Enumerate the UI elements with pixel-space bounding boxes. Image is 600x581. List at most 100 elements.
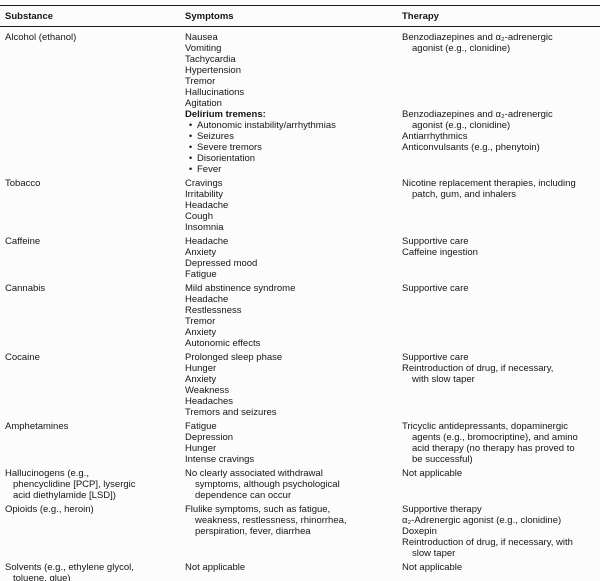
therapy-cell: Nicotine replacement therapies, includin… (398, 178, 600, 233)
symptom-item: Vomiting (185, 43, 398, 54)
substance-name: Amphetamines (5, 421, 180, 432)
text-line: agonist (e.g., clonidine) (412, 43, 511, 54)
symptom-item: Mild abstinence syndrome (185, 283, 398, 294)
symptom-item: Tachycardia (185, 54, 398, 65)
symptom-item: Anxiety (185, 327, 398, 338)
symptom-item: No clearly associated withdrawal symptoms… (185, 468, 398, 501)
therapy-item: Doxepin (402, 526, 598, 537)
symptom-item: Headache (185, 200, 398, 211)
therapy-item: Antiarrhythmics (402, 131, 598, 142)
therapy-item: Supportive therapy (402, 504, 598, 515)
text-line: Supportive care (402, 283, 469, 294)
text-line: Depressed mood (185, 258, 258, 269)
column-header-symptoms: Symptoms (185, 10, 234, 22)
symptom-item: Intense cravings (185, 454, 398, 465)
bullet-icon: • (188, 131, 193, 142)
text-line: • Fever (185, 164, 398, 175)
therapy-cell: Supportive care (398, 283, 600, 349)
symptom-item: • Seizures (185, 131, 398, 142)
symptom-item: • Autonomic instability/arrhythmias (185, 120, 398, 131)
substance-cell: Hallucinogens (e.g., phencyclidine [PCP],… (0, 468, 180, 501)
bullet-text: Severe tremors (197, 142, 262, 153)
text-line: • Autonomic instability/arrhythmias (185, 120, 398, 131)
text-line: Hallucinogens (e.g., (5, 468, 89, 479)
therapy-item: Benzodiazepines and α₂-adrenergic agonist… (402, 32, 598, 54)
text-line: agonist (e.g., clonidine) (412, 120, 511, 131)
text-line: Benzodiazepines and α₂-adrenergic (402, 109, 553, 120)
symptom-item: Irritability (185, 189, 398, 200)
symptom-item: • Severe tremors (185, 142, 398, 153)
text-line: Weakness (185, 385, 230, 396)
symptoms-cell: Headache Anxiety Depressed mood Fatigue (180, 236, 398, 280)
symptom-item: Nausea (185, 32, 398, 43)
text-line: be successful) (412, 454, 473, 465)
text-line: slow taper (412, 548, 456, 559)
text-line: Not applicable (402, 562, 463, 573)
text-line: dependence can occur (195, 490, 292, 501)
text-line: • Seizures (185, 131, 398, 142)
text-line: Reintroduction of drug, if necessary, (402, 363, 554, 374)
symptoms-cell: Flulike symptoms, such as fatigue, weakne… (180, 504, 398, 559)
symptom-item: Not applicable (185, 562, 398, 573)
substance-name: Cannabis (5, 283, 180, 294)
text-line: Anxiety (185, 327, 217, 338)
symptom-item: Prolonged sleep phase (185, 352, 398, 363)
text-line: Cough (185, 211, 213, 222)
symptom-item: Tremors and seizures (185, 407, 398, 418)
table-row: Solvents (e.g., ethylene glycol, toluene,… (0, 562, 600, 581)
text-line: patch, gum, and inhalers (412, 189, 517, 200)
therapy-item: Tricyclic antidepressants, dopaminergic a… (402, 421, 598, 465)
text-line: Headaches (185, 396, 234, 407)
text-line: • Severe tremors (185, 142, 398, 153)
text-line: Cannabis (5, 283, 46, 294)
symptoms-cell: Prolonged sleep phase Hunger Anxiety Weakne… (180, 352, 398, 418)
text-line: Hunger (185, 443, 217, 454)
therapy-item: Supportive care (402, 283, 598, 294)
table-row: Cannabis Mild abstinence syndrome Headache… (0, 283, 600, 349)
symptom-item: Headaches (185, 396, 398, 407)
text-line: Fatigue (185, 269, 217, 280)
therapy-item: Reintroduction of drug, if necessary, wi… (402, 537, 598, 559)
therapy-item: Benzodiazepines and α₂-adrenergic agonist… (402, 109, 598, 131)
table-row: Opioids (e.g., heroin) Flulike symptoms, … (0, 504, 600, 559)
symptom-item: Agitation (185, 98, 398, 109)
text-line: phencyclidine [PCP], lysergic (13, 479, 136, 490)
symptom-item: Fatigue (185, 269, 398, 280)
therapy-cell: Supportive therapy α₂-Adrenergic agonist … (398, 504, 600, 559)
substance-cell: Alcohol (ethanol) (0, 32, 180, 175)
symptom-item: Restlessness (185, 305, 398, 316)
substance-name: Opioids (e.g., heroin) (5, 504, 180, 515)
therapy-cell: Not applicable (398, 562, 600, 581)
symptom-item: Tremor (185, 316, 398, 327)
bullet-icon: • (188, 153, 193, 164)
text-line: Cravings (185, 178, 223, 189)
text-line: Reintroduction of drug, if necessary, wi… (402, 537, 573, 548)
text-line: Irritability (185, 189, 224, 200)
therapy-item: Supportive care (402, 236, 598, 247)
text-line: Headache (185, 294, 229, 305)
therapy-item: Caffeine ingestion (402, 247, 598, 258)
symptoms-cell: Not applicable (180, 562, 398, 581)
therapy-item: Anticonvulsants (e.g., phenytoin) (402, 142, 598, 153)
therapy-cell: Supportive care Caffeine ingestion (398, 236, 600, 280)
text-line: Fatigue (185, 421, 217, 432)
substance-cell: Solvents (e.g., ethylene glycol, toluene,… (0, 562, 180, 581)
text-line: Depression (185, 432, 234, 443)
text-line: Alcohol (ethanol) (5, 32, 77, 43)
text-line: Not applicable (402, 468, 463, 479)
symptoms-cell: Nausea Vomiting Tachycardia Hypertension Tre… (180, 32, 398, 175)
text-line: Agitation (185, 98, 222, 109)
symptoms-cell: No clearly associated withdrawal symptoms… (180, 468, 398, 501)
text-line: Intense cravings (185, 454, 255, 465)
symptom-item: Weakness (185, 385, 398, 396)
bullet-icon: • (188, 142, 193, 153)
therapy-item: Not applicable (402, 468, 598, 479)
text-line: Headache (185, 200, 229, 211)
text-line: Not applicable (185, 562, 246, 573)
text-line: Mild abstinence syndrome (185, 283, 296, 294)
table-row: Amphetamines Fatigue Depression Hunger Inten… (0, 421, 600, 465)
table-row: Caffeine Headache Anxiety Depressed mood Fat… (0, 236, 600, 280)
substance-name: Hallucinogens (e.g., phencyclidine [PCP],… (5, 468, 180, 501)
substance-cell: Tobacco (0, 178, 180, 233)
substance-name: Cocaine (5, 352, 180, 363)
